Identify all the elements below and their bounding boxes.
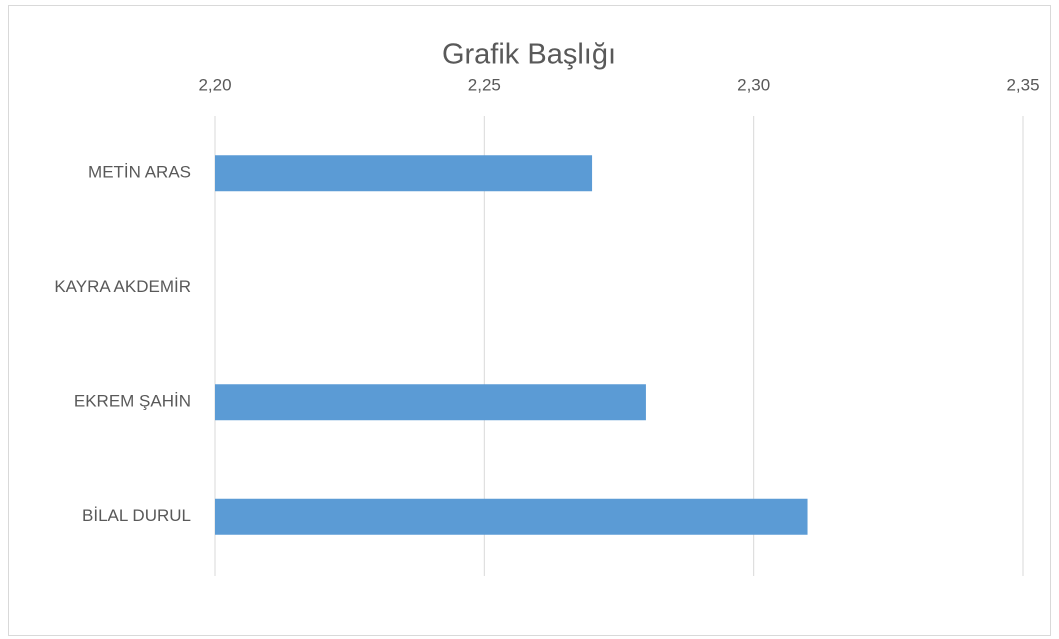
chart-frame <box>8 5 1051 636</box>
y-tick-label: KAYRA AKDEMİR <box>54 277 191 296</box>
y-tick-label: EKREM ŞAHİN <box>74 392 191 411</box>
bar <box>215 384 646 421</box>
x-tick-label: 2,25 <box>468 75 501 94</box>
bar <box>215 155 593 192</box>
y-tick-label: BİLAL DURUL <box>82 506 191 525</box>
x-tick-label: 2,20 <box>198 75 231 94</box>
x-tick-label: 2,30 <box>737 75 770 94</box>
bar <box>215 498 808 535</box>
y-tick-label: METİN ARAS <box>88 163 191 182</box>
chart-title: Grafik Başlığı <box>442 39 616 71</box>
x-tick-label: 2,35 <box>1006 75 1039 94</box>
